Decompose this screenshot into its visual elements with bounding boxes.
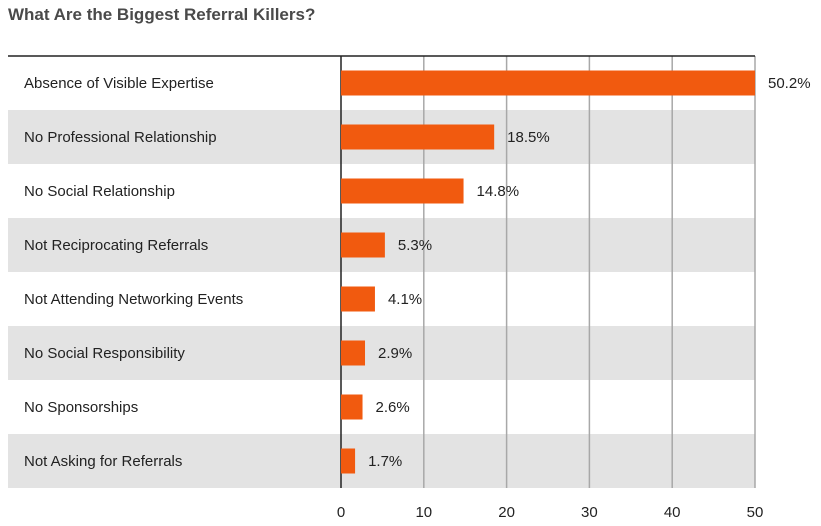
value-label: 18.5% bbox=[507, 129, 550, 146]
x-tick-label: 0 bbox=[337, 504, 345, 521]
category-label: Not Reciprocating Referrals bbox=[24, 237, 208, 254]
bar bbox=[341, 178, 464, 204]
value-label: 4.1% bbox=[388, 291, 422, 308]
bar bbox=[341, 70, 756, 96]
category-label: No Social Relationship bbox=[24, 183, 175, 200]
bar bbox=[341, 286, 375, 312]
value-label: 5.3% bbox=[398, 237, 432, 254]
value-label: 1.7% bbox=[368, 453, 402, 470]
x-tick-label: 20 bbox=[498, 504, 515, 521]
row-band bbox=[8, 326, 755, 380]
bar bbox=[341, 340, 366, 366]
value-label: 2.9% bbox=[378, 345, 412, 362]
value-label: 50.2% bbox=[768, 75, 811, 92]
x-tick-label: 50 bbox=[747, 504, 764, 521]
x-tick-label: 10 bbox=[415, 504, 432, 521]
chart-title: What Are the Biggest Referral Killers? bbox=[8, 5, 316, 24]
x-tick-label: 40 bbox=[664, 504, 681, 521]
x-tick-label: 30 bbox=[581, 504, 598, 521]
row-band bbox=[8, 434, 755, 488]
value-label: 2.6% bbox=[376, 399, 410, 416]
category-label: Not Attending Networking Events bbox=[24, 291, 243, 308]
category-label: No Sponsorships bbox=[24, 399, 138, 416]
category-label: Absence of Visible Expertise bbox=[24, 75, 214, 92]
bar bbox=[341, 124, 495, 150]
category-label: No Professional Relationship bbox=[24, 129, 217, 146]
value-label: 14.8% bbox=[477, 183, 520, 200]
category-label: No Social Responsibility bbox=[24, 345, 185, 362]
category-label: Not Asking for Referrals bbox=[24, 453, 182, 470]
bar bbox=[341, 394, 363, 420]
bar bbox=[341, 232, 385, 258]
bar bbox=[341, 448, 356, 474]
